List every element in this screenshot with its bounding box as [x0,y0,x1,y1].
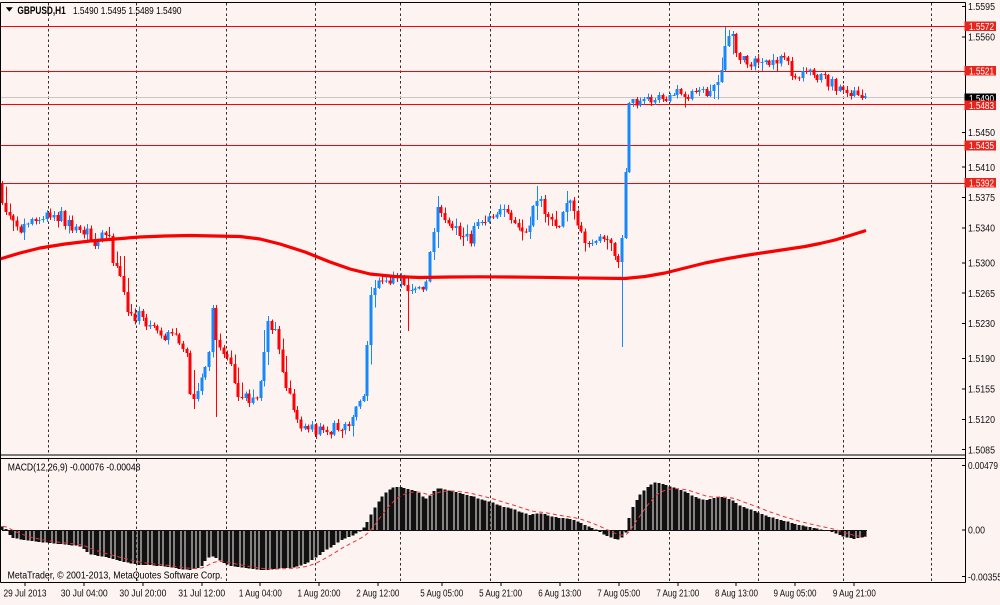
svg-text:1 Aug 20:00: 1 Aug 20:00 [298,589,341,600]
svg-text:1.5265: 1.5265 [968,289,995,300]
svg-text:5 Aug 05:00: 5 Aug 05:00 [420,589,463,600]
svg-text:8 Aug 13:00: 8 Aug 13:00 [715,589,758,600]
svg-text:1.5450: 1.5450 [968,128,995,139]
svg-text:9 Aug 21:00: 9 Aug 21:00 [833,589,876,600]
svg-text:5 Aug 21:00: 5 Aug 21:00 [479,589,522,600]
svg-text:1.5595: 1.5595 [968,2,995,13]
svg-text:1.5230: 1.5230 [968,319,995,330]
svg-text:7 Aug 05:00: 7 Aug 05:00 [597,589,640,600]
svg-text:1.5375: 1.5375 [968,193,995,204]
svg-text:0.00: 0.00 [968,526,985,537]
svg-text:1.5410: 1.5410 [968,163,995,174]
svg-text:0.00479: 0.00479 [968,461,998,472]
svg-text:1.5340: 1.5340 [968,224,995,235]
svg-text:30 Jul 20:00: 30 Jul 20:00 [119,589,166,600]
svg-text:1.5560: 1.5560 [968,32,995,43]
svg-text:6 Aug 13:00: 6 Aug 13:00 [538,589,581,600]
svg-text:2 Aug 12:00: 2 Aug 12:00 [356,589,399,600]
svg-text:1.5521: 1.5521 [969,67,994,78]
svg-text:30 Jul 04:00: 30 Jul 04:00 [61,589,108,600]
svg-text:29 Jul 2013: 29 Jul 2013 [4,589,47,600]
svg-text:7 Aug 21:00: 7 Aug 21:00 [656,589,699,600]
svg-text:31 Jul 12:00: 31 Jul 12:00 [178,589,225,600]
svg-text:1.5392: 1.5392 [969,179,994,190]
svg-text:1.5190: 1.5190 [968,354,995,365]
svg-text:9 Aug 05:00: 9 Aug 05:00 [774,589,817,600]
svg-text:1.5300: 1.5300 [968,258,995,269]
svg-text:MetaTrader, © 2001-2013, MetaQ: MetaTrader, © 2001-2013, MetaQuotes Soft… [8,571,223,582]
svg-text:1.5085: 1.5085 [968,445,995,456]
svg-text:1.5155: 1.5155 [968,384,995,395]
svg-text:1.5572: 1.5572 [969,22,994,33]
svg-text:-0.00355: -0.00355 [968,572,1000,583]
svg-text:1.5483: 1.5483 [969,101,994,112]
svg-text:1.5435: 1.5435 [969,141,994,152]
svg-text:1.5490 1.5495 1.5489 1.5490: 1.5490 1.5495 1.5489 1.5490 [73,5,182,17]
svg-text:1 Aug 04:00: 1 Aug 04:00 [239,589,282,600]
svg-text:MACD(12,26,9) -0.00076 -0.0004: MACD(12,26,9) -0.00076 -0.00048 [8,463,141,474]
svg-text:1.5120: 1.5120 [968,415,995,426]
svg-text:GBPUSD,H1: GBPUSD,H1 [17,5,65,17]
